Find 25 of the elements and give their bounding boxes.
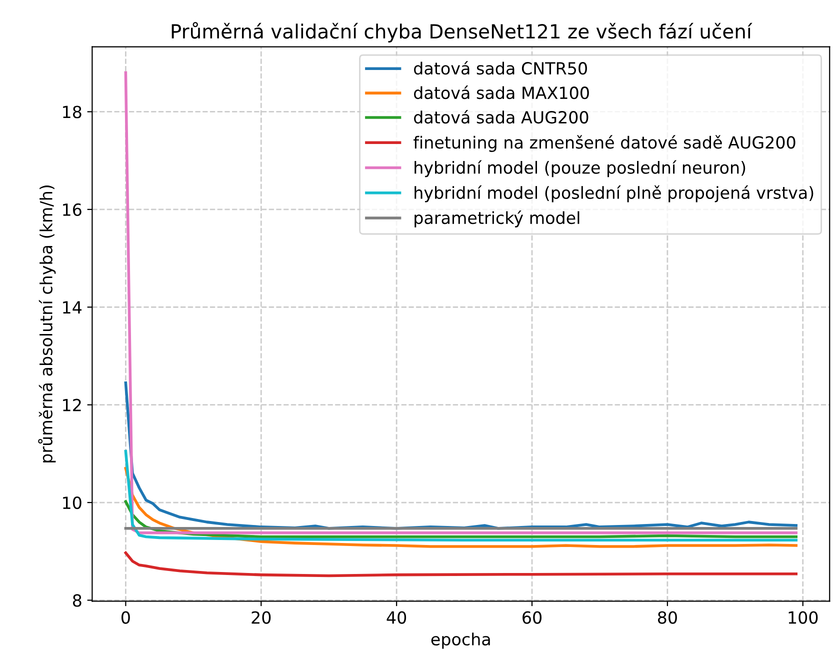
y-axis-title: průměrná absolutní chyba (km/h) bbox=[38, 186, 56, 462]
legend-label: datová sada CNTR50 bbox=[414, 61, 587, 75]
x-axis-title: epocha bbox=[431, 632, 490, 649]
y-tick-label: 12 bbox=[63, 398, 81, 412]
y-tick-label: 8 bbox=[72, 594, 82, 607]
chart-title: Průměrná validační chyba DenseNet121 ze všech fází učení bbox=[172, 22, 752, 42]
legend-label: parametrický model bbox=[414, 210, 580, 228]
y-tick-label: 18 bbox=[63, 106, 82, 118]
line-series bbox=[124, 500, 798, 538]
x-tick-label: 40 bbox=[386, 611, 406, 624]
legend-label: datová sada MAX100 bbox=[414, 86, 589, 100]
y-tick-label: 14 bbox=[63, 301, 82, 314]
line-series bbox=[124, 450, 798, 542]
x-tick-label: 60 bbox=[522, 611, 542, 624]
x-tick-label: 80 bbox=[658, 611, 677, 624]
line-series bbox=[124, 551, 798, 578]
x-tick-label: 100 bbox=[788, 611, 818, 624]
y-tick-label: 10 bbox=[63, 496, 82, 510]
x-tick-label: 0 bbox=[121, 611, 130, 624]
y-tick-label: 16 bbox=[63, 203, 82, 216]
legend-label: finetuning na zmenšené datové sadě AUG200 bbox=[414, 135, 796, 152]
legend-label: hybridní model (pouze poslední neuron) bbox=[414, 160, 746, 178]
legend-label: hybridní model (poslední plně propojená vrstva) bbox=[414, 185, 814, 202]
x-tick-label: 20 bbox=[252, 611, 271, 624]
legend-label: datová sada AUG200 bbox=[414, 110, 588, 124]
